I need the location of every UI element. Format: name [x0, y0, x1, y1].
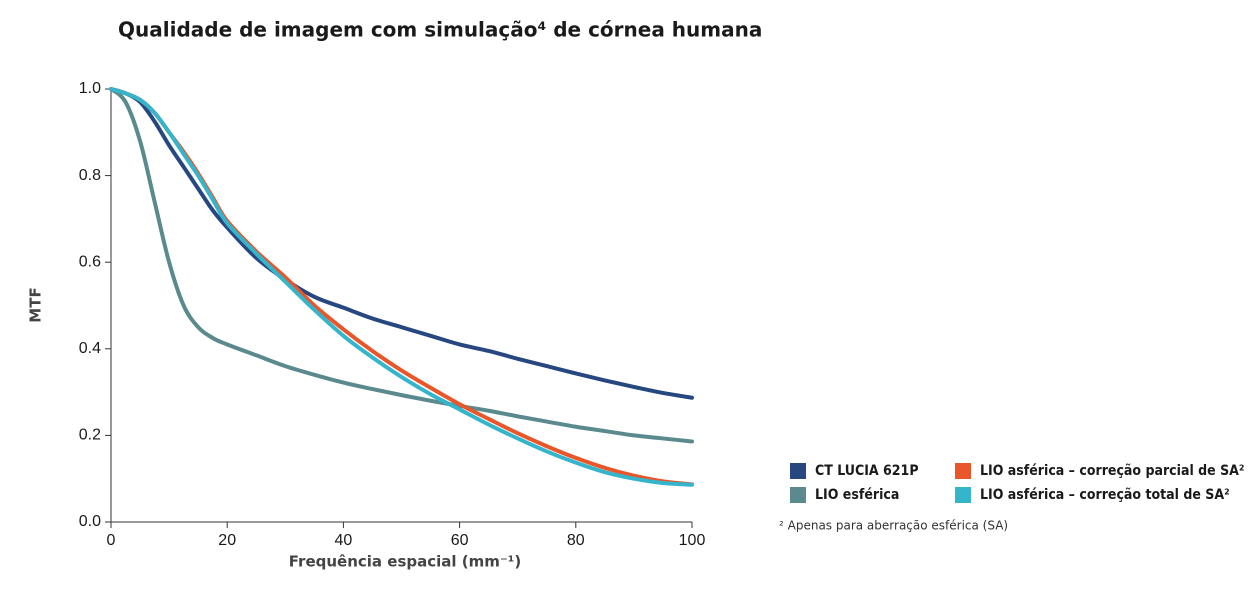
legend-label: LIO asférica – correção total de SA² [980, 487, 1230, 503]
x-axis-title: Frequência espacial (mm⁻¹) [289, 553, 521, 571]
x-tick-label: 40 [335, 532, 353, 549]
y-tick-label: 0.0 [79, 513, 101, 530]
y-tick-label: 0.4 [79, 340, 101, 357]
x-tick-label: 60 [451, 532, 469, 549]
x-tick-label: 100 [679, 532, 706, 549]
legend-swatch [790, 487, 806, 503]
x-tick-label: 0 [107, 532, 116, 549]
legend-swatch [790, 463, 806, 479]
line-series [109, 87, 694, 487]
line-series [109, 87, 694, 487]
line-series [109, 87, 694, 400]
y-axis-title: MTF [27, 287, 45, 322]
legend-label: LIO asférica – correção parcial de SA² [980, 463, 1244, 479]
y-tick-label: 0.8 [79, 167, 101, 184]
x-tick-label: 80 [567, 532, 585, 549]
legend-swatch [955, 487, 971, 503]
line-series [109, 87, 694, 444]
footnote: ² Apenas para aberração esférica (SA) [779, 519, 1008, 533]
legend-label: CT LUCIA 621P [815, 463, 919, 479]
x-tick-label: 20 [218, 532, 236, 549]
legend-label: LIO esférica [815, 487, 899, 503]
y-tick-label: 0.6 [79, 253, 101, 270]
y-tick-label: 0.2 [79, 427, 101, 444]
y-tick-label: 1.0 [79, 80, 101, 97]
chart-title: Qualidade de imagem com simulação⁴ de có… [118, 18, 762, 42]
legend-swatch [955, 463, 971, 479]
